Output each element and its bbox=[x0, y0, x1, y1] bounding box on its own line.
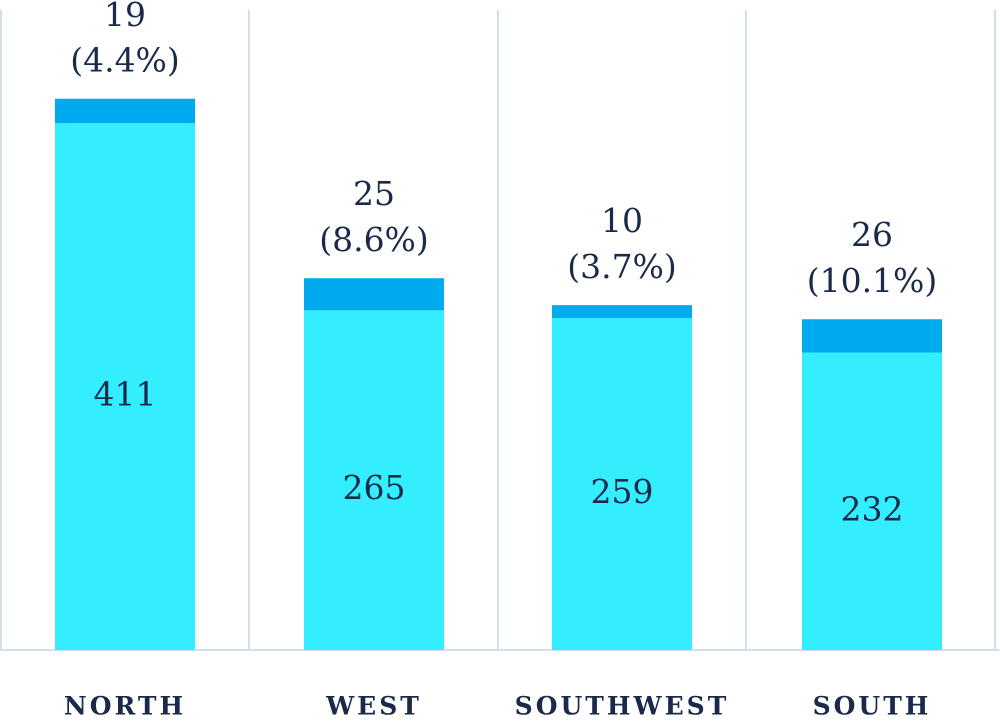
value-label: 232 bbox=[841, 489, 904, 528]
share-label: (4.4%) bbox=[70, 41, 180, 80]
bar-segment bbox=[304, 310, 444, 650]
bar-segment bbox=[55, 98, 195, 124]
value-label: 411 bbox=[94, 375, 157, 414]
x-tick-label: SOUTH bbox=[813, 692, 932, 721]
bar-segment bbox=[802, 319, 942, 353]
value-label: 259 bbox=[591, 472, 654, 511]
value-label: 10 bbox=[601, 201, 643, 240]
x-tick-label: SOUTHWEST bbox=[515, 692, 730, 721]
value-label: 19 bbox=[104, 0, 146, 34]
value-label: 25 bbox=[353, 174, 395, 213]
share-label: (3.7%) bbox=[567, 247, 677, 286]
bar-segment bbox=[552, 317, 692, 650]
share-label: (8.6%) bbox=[319, 220, 429, 259]
bar-segment bbox=[802, 352, 942, 650]
bar-segment bbox=[55, 123, 195, 650]
value-label: 26 bbox=[851, 215, 893, 254]
bar-segment bbox=[304, 278, 444, 311]
x-tick-label: WEST bbox=[325, 692, 422, 721]
share-label: (10.1%) bbox=[807, 261, 938, 300]
bar-segment bbox=[552, 305, 692, 318]
x-tick-label: NORTH bbox=[64, 692, 186, 721]
value-label: 265 bbox=[343, 468, 406, 507]
